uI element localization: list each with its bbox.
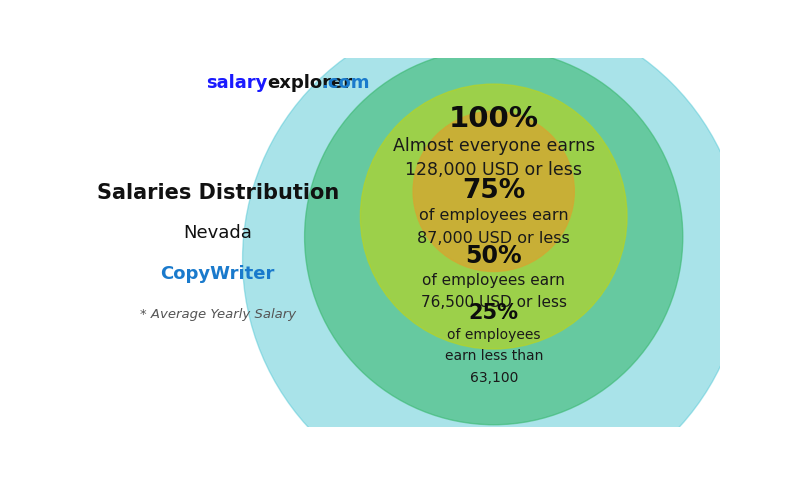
Ellipse shape	[413, 111, 574, 272]
Text: Salaries Distribution: Salaries Distribution	[97, 182, 339, 203]
Text: 128,000 USD or less: 128,000 USD or less	[405, 161, 582, 180]
Text: explorer: explorer	[267, 74, 353, 92]
Text: earn less than: earn less than	[445, 349, 543, 363]
Ellipse shape	[242, 10, 745, 480]
Text: salary: salary	[206, 74, 267, 92]
Text: 50%: 50%	[466, 244, 522, 268]
Text: 100%: 100%	[449, 105, 538, 132]
Text: CopyWriter: CopyWriter	[161, 265, 275, 283]
Text: .com: .com	[322, 74, 370, 92]
Text: 75%: 75%	[462, 178, 526, 204]
Text: of employees earn: of employees earn	[419, 208, 569, 223]
Text: Nevada: Nevada	[183, 224, 252, 242]
Ellipse shape	[360, 84, 627, 349]
Text: 63,100: 63,100	[470, 371, 518, 384]
Text: * Average Yearly Salary: * Average Yearly Salary	[140, 308, 296, 321]
Ellipse shape	[305, 49, 682, 425]
Text: Almost everyone earns: Almost everyone earns	[393, 137, 594, 156]
Text: 87,000 USD or less: 87,000 USD or less	[418, 231, 570, 246]
Text: of employees earn: of employees earn	[422, 273, 565, 288]
Text: of employees: of employees	[447, 328, 541, 342]
Text: 25%: 25%	[469, 302, 518, 323]
Text: 76,500 USD or less: 76,500 USD or less	[421, 295, 566, 310]
